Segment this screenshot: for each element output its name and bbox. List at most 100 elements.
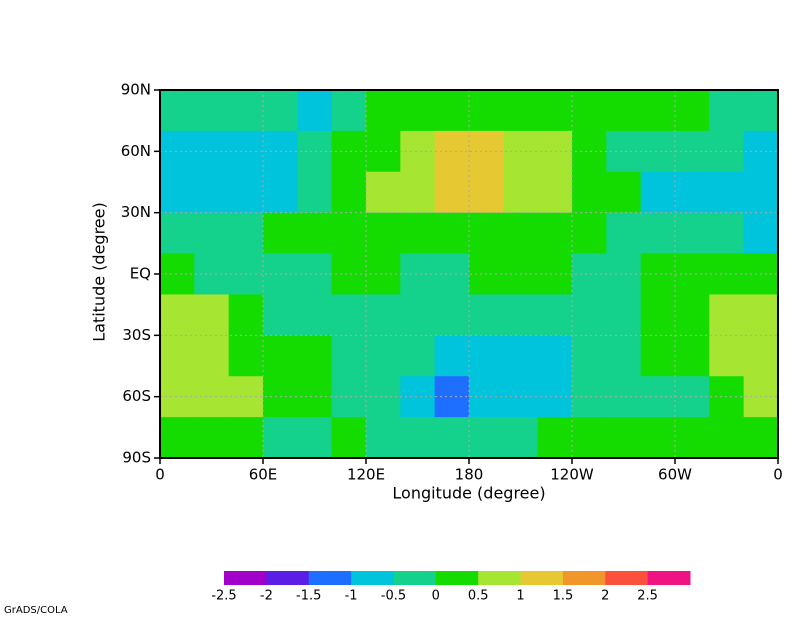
- field-cell: [709, 335, 745, 377]
- field-cell: [469, 212, 504, 255]
- field-cell: [640, 212, 676, 255]
- colorbar-label: -1.5: [296, 589, 321, 604]
- colorbar-box: [224, 571, 267, 585]
- field-cell: [537, 171, 573, 214]
- field-cell: [503, 90, 539, 132]
- field-cell: [228, 294, 264, 336]
- field-cell: [434, 90, 470, 132]
- field-cell: [400, 90, 436, 132]
- field-cell: [434, 130, 470, 173]
- field-cell: [366, 417, 401, 459]
- y-tick-label: 30S: [122, 326, 151, 344]
- field-cell: [160, 417, 195, 459]
- x-tick-label: 0: [773, 466, 783, 484]
- field-cell: [709, 212, 745, 255]
- field-cell: [331, 417, 367, 459]
- field-cell: [503, 212, 539, 255]
- field-cell: [469, 294, 504, 336]
- field-cell: [366, 90, 401, 132]
- field-cell: [675, 90, 710, 132]
- field-cell: [228, 90, 264, 132]
- field-cell: [400, 212, 436, 255]
- field-cell: [297, 376, 333, 418]
- colorbar-label: -0.5: [381, 589, 406, 604]
- field-cell: [263, 90, 298, 132]
- field-cell: [160, 90, 195, 132]
- field-cell: [297, 417, 333, 459]
- field-cell: [503, 335, 539, 377]
- field-cell: [331, 294, 367, 336]
- field-cell: [537, 417, 573, 459]
- field-cell: [160, 212, 195, 255]
- field-cell: [606, 294, 642, 336]
- field-cell: [572, 294, 607, 336]
- field-cell: [228, 335, 264, 377]
- y-tick-label: 60S: [122, 387, 151, 405]
- y-tick-label: 90N: [121, 81, 151, 99]
- field-cell: [263, 417, 298, 459]
- x-tick-label: 60E: [249, 466, 278, 484]
- field-cell: [366, 171, 401, 214]
- field-cell: [331, 335, 367, 377]
- field-cell: [640, 417, 676, 459]
- field-cell: [194, 294, 230, 336]
- field-cell: [743, 335, 779, 377]
- field-cell: [606, 90, 642, 132]
- field-cell: [194, 212, 230, 255]
- colorbar-box: [478, 571, 522, 585]
- field-cell: [537, 294, 573, 336]
- field-cell: [400, 417, 436, 459]
- field-cell: [675, 294, 710, 336]
- field-cell: [503, 171, 539, 214]
- field-cell: [194, 417, 230, 459]
- field-cell: [640, 335, 676, 377]
- colorbar-label: 0: [432, 589, 440, 604]
- field-cell: [640, 294, 676, 336]
- field-cell: [709, 417, 745, 459]
- field-cell: [331, 90, 367, 132]
- field-cell: [675, 417, 710, 459]
- field-cell: [469, 90, 504, 132]
- plot-frame: [159, 89, 779, 459]
- field-cell: [194, 335, 230, 377]
- field-cell: [606, 171, 642, 214]
- colorbar-label: -1: [345, 589, 358, 604]
- field-cell: [228, 171, 264, 214]
- colorbar-box: [520, 571, 564, 585]
- field-cell: [709, 294, 745, 336]
- field-cell: [400, 294, 436, 336]
- colorbar-box: [351, 571, 394, 585]
- colorbar-box: [393, 571, 437, 585]
- field-cell: [331, 212, 367, 255]
- y-axis-title: Latitude (degree): [90, 202, 109, 342]
- field-cell: [366, 335, 401, 377]
- field-cell: [675, 335, 710, 377]
- field-cell: [606, 335, 642, 377]
- field-cell: [263, 294, 298, 336]
- field-cell: [503, 417, 539, 459]
- colorbar-label: 1.5: [553, 589, 574, 604]
- field-cell: [228, 212, 264, 255]
- field-cell: [297, 253, 333, 296]
- field-cell: [160, 335, 195, 377]
- x-axis-title: Longitude (degree): [392, 484, 545, 503]
- y-tick-label: 30N: [121, 203, 151, 221]
- field-cell: [572, 417, 607, 459]
- field-cell: [366, 212, 401, 255]
- field-cell: [469, 417, 504, 459]
- x-tick-label: 0: [155, 466, 165, 484]
- field-cell: [434, 335, 470, 377]
- colorbar-box: [266, 571, 310, 585]
- field-cell: [469, 335, 504, 377]
- field-cell: [537, 335, 573, 377]
- field-cell: [572, 212, 607, 255]
- colorbar-box: [435, 571, 479, 585]
- field-cell: [743, 294, 779, 336]
- field-cell: [675, 171, 710, 214]
- field-cell: [572, 335, 607, 377]
- field-cell: [434, 417, 470, 459]
- field-cell: [400, 171, 436, 214]
- field-cell: [434, 171, 470, 214]
- field-cell: [537, 212, 573, 255]
